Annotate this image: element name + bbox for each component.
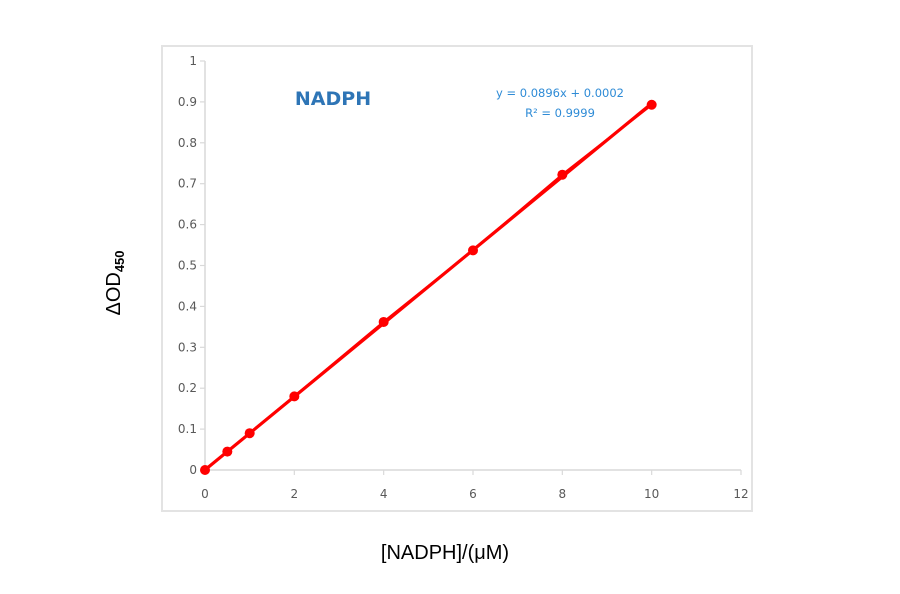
y-tick-label: 0.1	[178, 422, 197, 436]
x-tick-label: 0	[201, 487, 209, 501]
data-point	[222, 446, 233, 457]
x-tick-label: 12	[733, 487, 748, 501]
x-tick-label: 8	[559, 487, 567, 501]
x-axis-ticks: 0 2 4 6 8 10 12	[201, 470, 749, 501]
y-axis-ticks: 0 0.1 0.2 0.3 0.4 0.5 0.6 0.7 0.8 0.9 1	[178, 54, 205, 477]
y-tick-label: 1	[189, 54, 197, 68]
data-point	[378, 316, 389, 327]
data-point	[557, 169, 568, 180]
y-tick-label: 0.9	[178, 95, 197, 109]
x-tick-label: 10	[644, 487, 659, 501]
svg-text:ΔOD450: ΔOD450	[103, 250, 127, 315]
y-tick-label: 0	[189, 463, 197, 477]
y-tick-label: 0.4	[178, 299, 197, 313]
data-point	[244, 428, 255, 439]
data-point	[289, 391, 300, 402]
axes	[204, 61, 741, 471]
data-series	[200, 99, 657, 475]
x-tick-label: 2	[291, 487, 299, 501]
y-axis-title: ΔOD450	[103, 250, 127, 315]
trendline-equation: y = 0.0896x + 0.0002	[496, 86, 624, 100]
y-axis-title-main: ΔOD	[103, 272, 125, 315]
y-tick-label: 0.3	[178, 340, 197, 354]
y-axis-title-subscript: 450	[112, 250, 127, 272]
y-tick-label: 0.5	[178, 259, 197, 273]
y-tick-label: 0.8	[178, 136, 197, 150]
chart-title: NADPH	[295, 88, 371, 110]
y-tick-label: 0.2	[178, 381, 197, 395]
x-tick-label: 4	[380, 487, 388, 501]
r-squared-label: R² = 0.9999	[525, 106, 595, 120]
x-tick-label: 6	[469, 487, 477, 501]
x-axis-title: [NADPH]/(μM)	[381, 542, 509, 564]
data-point	[646, 99, 657, 110]
data-point	[200, 465, 210, 475]
y-tick-label: 0.7	[178, 177, 197, 191]
data-point	[468, 245, 478, 256]
chart-frame	[161, 45, 753, 512]
y-tick-label: 0.6	[178, 218, 197, 232]
